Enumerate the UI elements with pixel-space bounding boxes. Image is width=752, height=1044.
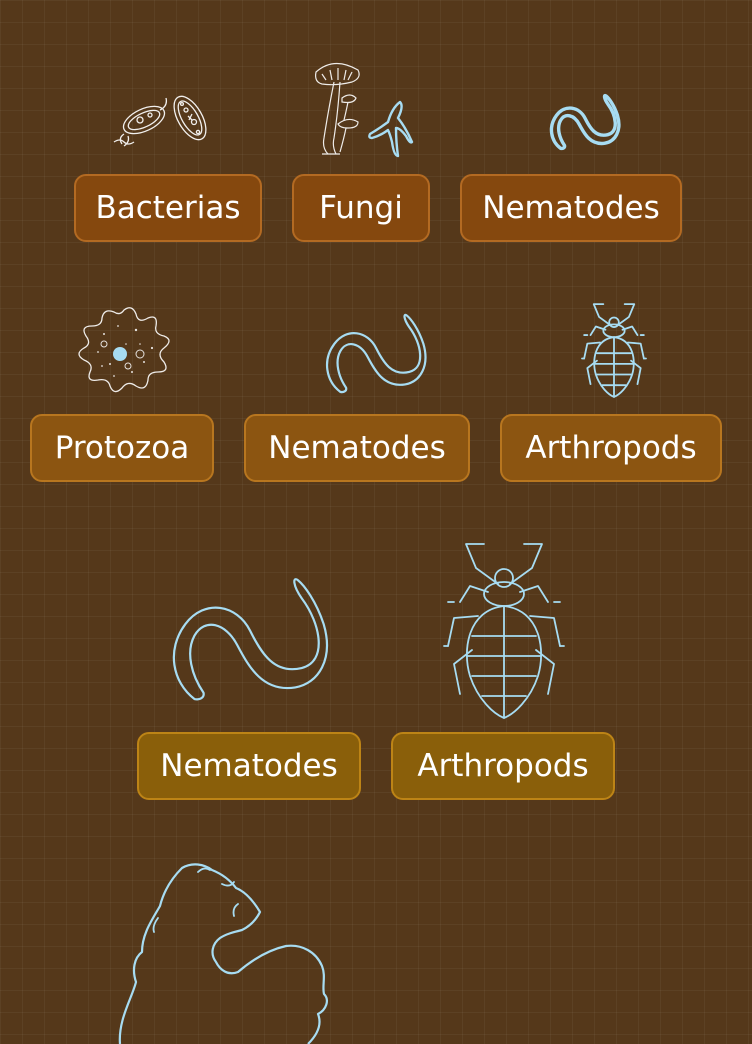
nematode-icon <box>548 90 622 152</box>
arthropods-label-row3: Arthropods <box>391 732 615 800</box>
fungi-label: Fungi <box>292 174 430 242</box>
nematode-icon <box>166 566 334 708</box>
nematodes-label-row3: Nematodes <box>137 732 361 800</box>
arthropod-icon <box>582 302 646 398</box>
bird-icon <box>112 860 334 1044</box>
nematodes-label-row2: Nematodes <box>244 414 470 482</box>
nematode-icon <box>322 306 430 398</box>
protozoa-icon <box>74 304 176 394</box>
bacterias-label: Bacterias <box>74 174 262 242</box>
protozoa-label: Protozoa <box>30 414 214 482</box>
fungi-icon <box>308 58 428 156</box>
bacteria-icon <box>110 92 218 150</box>
arthropod-icon <box>440 540 568 720</box>
nematodes-label-row1: Nematodes <box>460 174 682 242</box>
arthropods-label-row2: Arthropods <box>500 414 722 482</box>
